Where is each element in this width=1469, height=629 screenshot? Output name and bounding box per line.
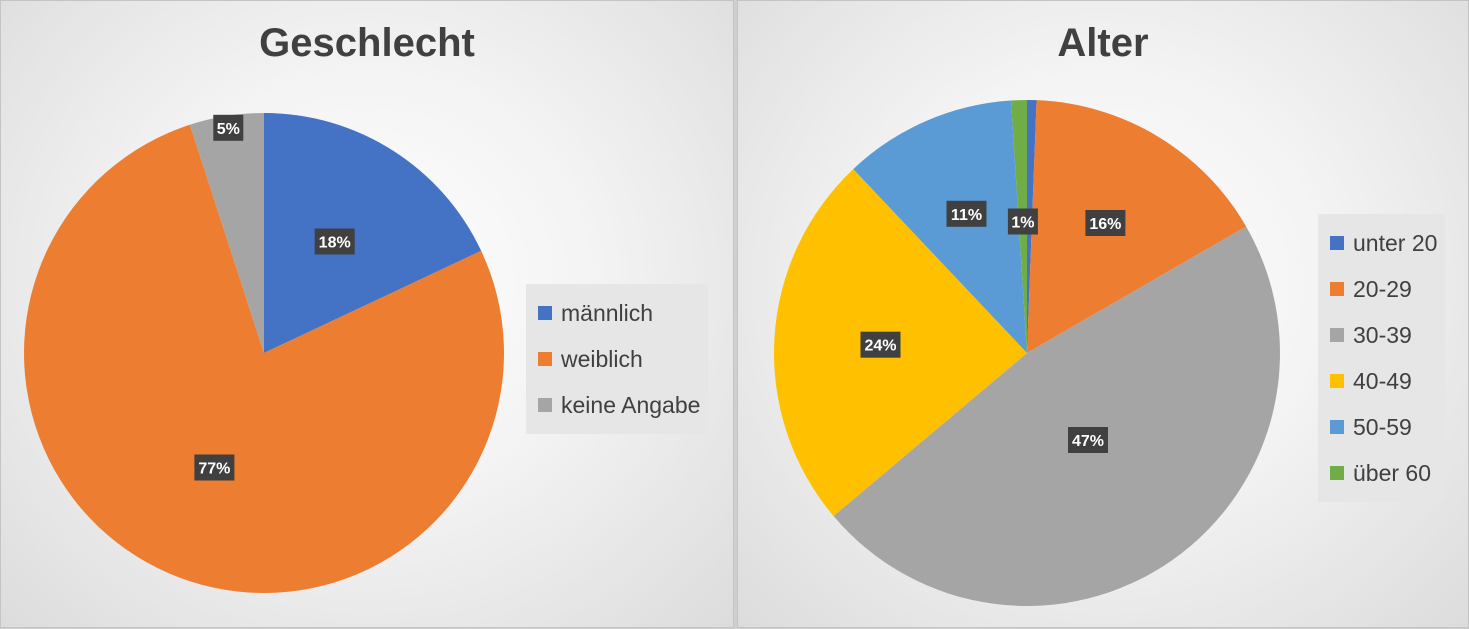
chart-title: Geschlecht xyxy=(259,21,475,65)
pie-slice-1 xyxy=(264,113,482,353)
data-label-3: 5% xyxy=(213,114,244,141)
legend-swatch xyxy=(1330,236,1344,250)
data-label-text: 16% xyxy=(1089,216,1121,233)
data-label-1: 18% xyxy=(314,228,355,255)
chart-title: Alter xyxy=(1057,21,1149,65)
data-label-text: 11% xyxy=(951,207,982,224)
data-label-4: 24% xyxy=(860,331,901,358)
data-label-box xyxy=(194,454,235,481)
legend-item: 20-29 xyxy=(1330,266,1437,312)
legend-label: keine Angabe xyxy=(561,391,701,418)
legend-label: männlich xyxy=(561,299,654,326)
data-label-box xyxy=(213,114,244,141)
legend-alter: unter 20 20-29 30-39 40-49 50-59 über 60 xyxy=(1318,214,1446,502)
data-label-box xyxy=(314,228,355,255)
data-label-text: 77% xyxy=(198,461,230,478)
data-label-box xyxy=(1068,427,1108,453)
legend-swatch xyxy=(1330,420,1344,434)
pie-slice-4 xyxy=(774,169,1027,517)
data-label-6: 1% xyxy=(1007,208,1038,235)
legend-swatch xyxy=(1330,466,1344,480)
data-label-box xyxy=(1007,208,1038,235)
legend-item: über 60 xyxy=(1330,450,1437,496)
chart-panel-alter: Alter 16% 47% 24% 11% 1% unter 20 20-29 30-39 4… xyxy=(737,0,1469,628)
legend-label: 20-29 xyxy=(1353,275,1412,302)
legend-item: weiblich xyxy=(538,336,700,382)
pie-slice-2 xyxy=(1027,100,1247,354)
data-label-5: 11% xyxy=(946,200,987,227)
legend-swatch xyxy=(538,352,552,366)
data-label-text: 5% xyxy=(217,121,240,138)
legend-geschlecht: männlich weiblich keine Angabe xyxy=(526,284,709,434)
pie-chart-geschlecht: 18% 77% 5% xyxy=(24,113,505,594)
data-label-2: 77% xyxy=(194,454,235,481)
data-label-box xyxy=(946,200,987,227)
data-label-text: 18% xyxy=(319,235,351,252)
data-label-box xyxy=(860,331,901,358)
legend-label: weiblich xyxy=(561,345,643,372)
legend-item: 40-49 xyxy=(1330,358,1437,404)
legend-item: 30-39 xyxy=(1330,312,1437,358)
chart-panel-geschlecht: Geschlecht 18% 77% 5% männlich weiblich kein… xyxy=(0,0,734,628)
pie-slice-2 xyxy=(24,124,505,594)
legend-label: 30-39 xyxy=(1353,321,1412,348)
pie-chart-alter: 16% 47% 24% 11% 1% xyxy=(774,100,1280,606)
data-label-text: 24% xyxy=(864,338,896,355)
legend-swatch xyxy=(1330,374,1344,388)
legend-item: männlich xyxy=(538,290,700,336)
legend-swatch xyxy=(1330,282,1344,296)
legend-swatch xyxy=(1330,328,1344,342)
legend-label: 50-59 xyxy=(1353,413,1412,440)
legend-swatch xyxy=(538,306,552,320)
legend-item: unter 20 xyxy=(1330,220,1437,266)
data-label-3: 47% xyxy=(1068,427,1108,453)
pie-slice-3 xyxy=(189,113,264,353)
legend-label: unter 20 xyxy=(1353,229,1438,256)
pie-slice-5 xyxy=(853,100,1027,353)
legend-label: über 60 xyxy=(1353,459,1432,486)
data-label-2: 16% xyxy=(1085,210,1126,236)
data-label-text: 1% xyxy=(1011,215,1034,232)
legend-item: keine Angabe xyxy=(538,382,700,428)
data-label-text: 47% xyxy=(1072,433,1104,450)
data-label-box xyxy=(1085,210,1126,236)
legend-item: 50-59 xyxy=(1330,404,1437,450)
legend-swatch xyxy=(538,398,552,412)
legend-label: 40-49 xyxy=(1353,367,1412,394)
pie-slice-3 xyxy=(833,226,1280,606)
